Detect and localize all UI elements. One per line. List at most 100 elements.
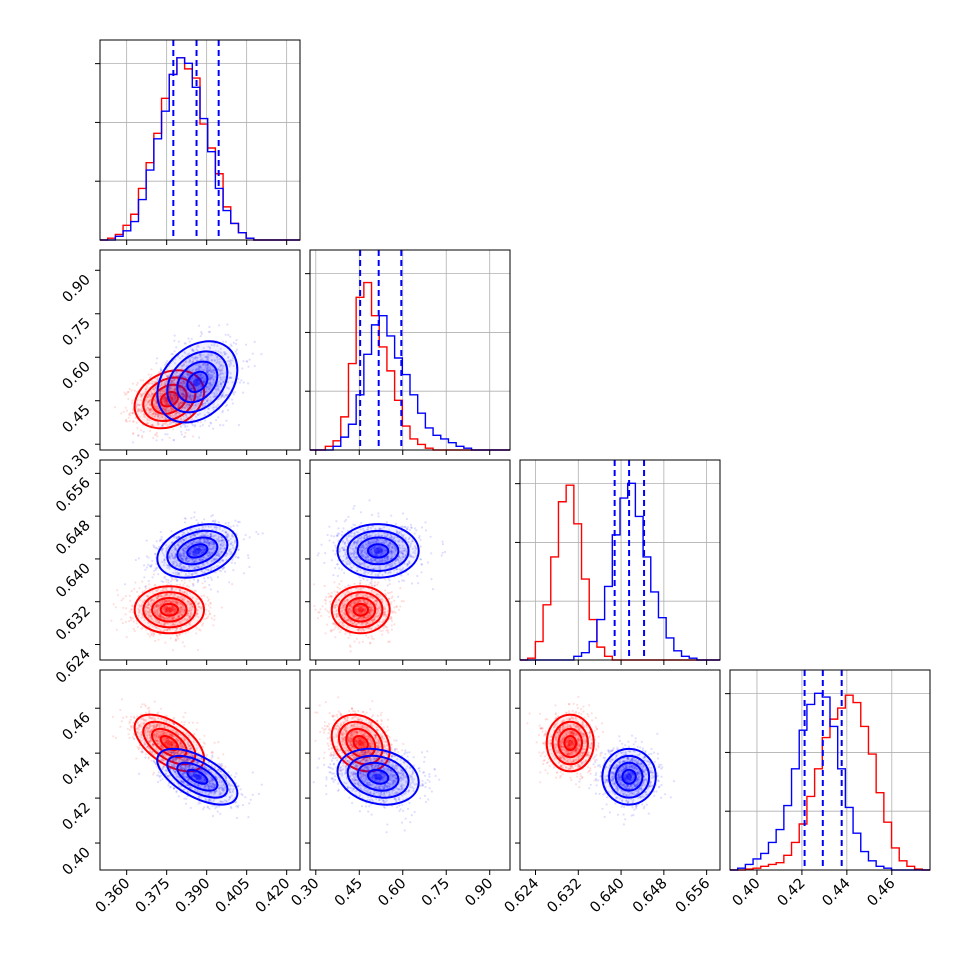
scatter-point-red bbox=[350, 603, 353, 606]
scatter-point-red bbox=[344, 613, 347, 616]
scatter-point-red bbox=[374, 599, 377, 603]
scatter-point-blue bbox=[202, 541, 205, 544]
scatter-point-red bbox=[169, 612, 172, 616]
scatter-point-blue bbox=[251, 352, 254, 355]
scatter-point-red bbox=[152, 412, 155, 415]
scatter-point-blue bbox=[206, 363, 209, 366]
scatter-point-blue bbox=[157, 573, 160, 576]
scatter-point-blue bbox=[196, 532, 199, 535]
scatter-point-red bbox=[166, 617, 169, 620]
scatter-point-red bbox=[159, 370, 162, 373]
scatter-point-red bbox=[141, 626, 144, 629]
scatter-point-red bbox=[167, 618, 170, 621]
scatter-point-blue bbox=[209, 369, 212, 372]
scatter-point-blue bbox=[185, 557, 188, 560]
scatter-point-blue bbox=[197, 396, 200, 399]
scatter-point-blue bbox=[202, 548, 205, 552]
scatter-point-red bbox=[165, 409, 168, 412]
scatter-point-red bbox=[209, 378, 212, 381]
scatter-point-red bbox=[149, 403, 152, 406]
scatter-point-blue bbox=[199, 364, 202, 367]
scatter-point-blue bbox=[188, 359, 191, 362]
scatter-point-blue bbox=[217, 554, 220, 557]
scatter-point-blue bbox=[205, 389, 208, 392]
scatter-point-red bbox=[163, 409, 166, 412]
scatter-point-red bbox=[176, 603, 179, 606]
scatter-point-blue bbox=[158, 539, 162, 543]
scatter-point-blue bbox=[171, 352, 174, 356]
scatter-point-blue bbox=[201, 569, 204, 573]
scatter-point-blue bbox=[199, 545, 202, 548]
scatter-point-blue bbox=[185, 376, 188, 379]
scatter-point-red bbox=[348, 591, 351, 594]
scatter-point-blue bbox=[170, 530, 173, 533]
scatter-point-blue bbox=[216, 356, 219, 359]
scatter-point-blue bbox=[195, 558, 198, 561]
scatter-point-red bbox=[190, 408, 193, 411]
scatter-point-red bbox=[378, 620, 381, 623]
scatter-point-red bbox=[185, 592, 188, 595]
scatter-point-blue bbox=[188, 404, 191, 407]
scatter-point-blue bbox=[188, 352, 191, 355]
scatter-point-red bbox=[347, 618, 350, 622]
scatter-point-red bbox=[156, 435, 159, 438]
scatter-point-blue bbox=[175, 578, 178, 581]
scatter-point-red bbox=[195, 597, 199, 600]
scatter-point-red bbox=[145, 628, 148, 631]
scatter-point-blue bbox=[185, 428, 188, 431]
scatter-point-blue bbox=[178, 391, 181, 394]
scatter-point-red bbox=[147, 606, 150, 610]
scatter-point-red bbox=[174, 607, 177, 610]
scatter-point-red bbox=[128, 420, 131, 423]
scatter-point-red bbox=[144, 609, 148, 612]
scatter-point-red bbox=[212, 624, 215, 627]
scatter-point-red bbox=[165, 586, 168, 590]
scatter-point-red bbox=[204, 586, 207, 589]
panel-2d-1-0 bbox=[100, 323, 263, 444]
scatter-point-red bbox=[336, 586, 339, 589]
scatter-point-blue bbox=[192, 560, 195, 563]
scatter-point-blue bbox=[174, 388, 177, 391]
scatter-point-blue bbox=[213, 534, 216, 537]
scatter-point-blue bbox=[203, 538, 206, 541]
scatter-point-red bbox=[128, 610, 131, 613]
scatter-point-red bbox=[155, 385, 158, 388]
scatter-point-red bbox=[135, 421, 138, 424]
scatter-point-red bbox=[158, 409, 161, 412]
scatter-point-red bbox=[369, 612, 372, 615]
scatter-point-blue bbox=[159, 385, 162, 388]
scatter-point-red bbox=[141, 436, 144, 439]
scatter-point-red bbox=[151, 413, 154, 416]
scatter-point-blue bbox=[207, 542, 210, 545]
scatter-point-red bbox=[160, 622, 163, 626]
scatter-point-blue bbox=[164, 556, 167, 559]
scatter-point-red bbox=[140, 627, 143, 630]
scatter-point-red bbox=[368, 606, 371, 609]
scatter-point-blue bbox=[217, 540, 220, 544]
scatter-point-red bbox=[178, 404, 181, 407]
scatter-point-blue bbox=[219, 377, 222, 380]
scatter-point-blue bbox=[192, 553, 195, 556]
panel-2d-2-0 bbox=[110, 511, 264, 652]
scatter-point-blue bbox=[197, 541, 200, 544]
scatter-point-red bbox=[180, 381, 183, 384]
scatter-point-blue bbox=[167, 578, 170, 582]
scatter-point-red bbox=[181, 590, 184, 593]
scatter-point-red bbox=[183, 590, 186, 593]
scatter-point-red bbox=[326, 623, 329, 626]
scatter-point-blue bbox=[223, 547, 226, 550]
scatter-point-red bbox=[172, 395, 175, 398]
scatter-point-red bbox=[148, 400, 151, 403]
scatter-point-red bbox=[173, 382, 176, 385]
scatter-point-blue bbox=[168, 567, 171, 570]
scatter-point-red bbox=[355, 601, 358, 604]
scatter-point-red bbox=[157, 607, 160, 610]
scatter-point-red bbox=[164, 617, 167, 620]
scatter-point-red bbox=[181, 613, 184, 617]
scatter-point-red bbox=[183, 395, 186, 398]
scatter-point-blue bbox=[147, 393, 150, 396]
scatter-point-red bbox=[341, 607, 344, 610]
scatter-point-blue bbox=[224, 570, 227, 573]
scatter-point-red bbox=[149, 403, 152, 406]
